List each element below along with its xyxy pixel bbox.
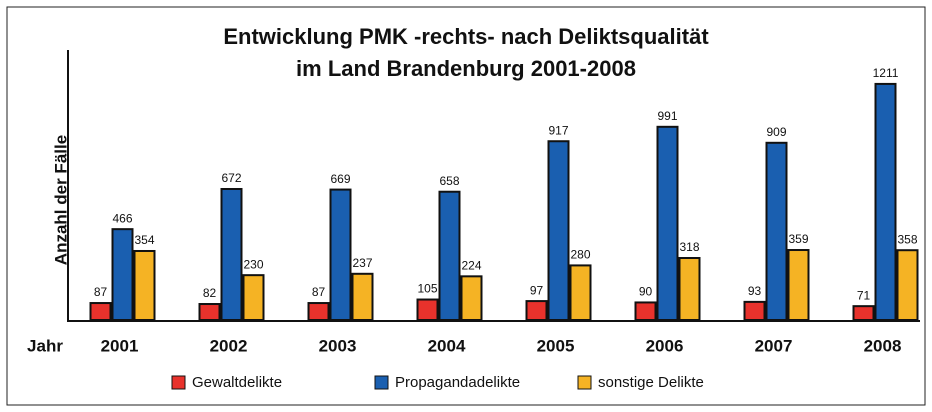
x-tick-label: 2004	[428, 336, 466, 355]
data-label: 87	[94, 285, 108, 299]
bar	[133, 249, 156, 321]
data-label: 318	[679, 240, 699, 254]
bar	[89, 302, 112, 321]
chart-title: Entwicklung PMK -rechts- nach Deliktsqua…	[223, 24, 709, 49]
x-tick-label: 2007	[755, 336, 793, 355]
data-label: 97	[530, 283, 544, 297]
bar	[765, 141, 788, 321]
bar	[198, 303, 221, 321]
data-label: 224	[461, 259, 481, 273]
bar	[569, 264, 592, 321]
data-label: 991	[657, 109, 677, 123]
bar	[656, 125, 679, 321]
data-label: 87	[312, 285, 326, 299]
chart-subtitle: im Land Brandenburg 2001-2008	[296, 56, 636, 81]
data-label: 71	[857, 288, 871, 302]
x-tick-label: 2005	[537, 336, 575, 355]
bar	[852, 305, 875, 321]
x-axis-label: Jahr	[27, 336, 63, 355]
bar	[329, 188, 352, 321]
data-label: 669	[330, 172, 350, 186]
bar	[743, 300, 766, 321]
legend-swatch	[374, 375, 389, 390]
data-label: 93	[748, 284, 762, 298]
data-label: 909	[766, 125, 786, 139]
legend-label: Gewaltdelikte	[192, 374, 282, 391]
bar	[787, 249, 810, 321]
data-label: 672	[221, 171, 241, 185]
data-label: 105	[417, 282, 437, 296]
bar	[634, 301, 657, 321]
legend-swatch	[171, 375, 186, 390]
bar	[547, 140, 570, 321]
legend-swatch	[577, 375, 592, 390]
bar	[220, 187, 243, 321]
bar	[307, 302, 330, 321]
data-label: 358	[897, 232, 917, 246]
data-label: 230	[243, 257, 263, 271]
x-tick-label: 2003	[319, 336, 357, 355]
x-tick-label: 2002	[210, 336, 248, 355]
bar	[896, 249, 919, 321]
y-axis-label: Anzahl der Fälle	[51, 135, 70, 265]
data-label: 90	[639, 285, 653, 299]
x-tick-label: 2006	[646, 336, 684, 355]
data-label: 359	[788, 232, 808, 246]
x-tick-label: 2008	[864, 336, 902, 355]
data-label: 658	[439, 174, 459, 188]
bar	[438, 190, 461, 321]
bar	[460, 275, 483, 321]
bar	[242, 274, 265, 321]
bar	[416, 298, 439, 322]
bar	[874, 82, 897, 321]
data-label: 917	[548, 123, 568, 137]
x-tick-label: 2001	[101, 336, 139, 355]
data-label: 280	[570, 248, 590, 262]
bar	[678, 257, 701, 322]
data-label: 466	[112, 211, 132, 225]
data-label: 82	[203, 286, 217, 300]
data-label: 1211	[873, 66, 899, 80]
data-label: 354	[134, 233, 154, 247]
legend-label: sonstige Delikte	[598, 374, 704, 391]
bar	[111, 228, 134, 321]
bar	[351, 272, 374, 321]
bar	[525, 300, 548, 321]
legend-label: Propagandadelikte	[395, 374, 520, 391]
data-label: 237	[352, 256, 372, 270]
